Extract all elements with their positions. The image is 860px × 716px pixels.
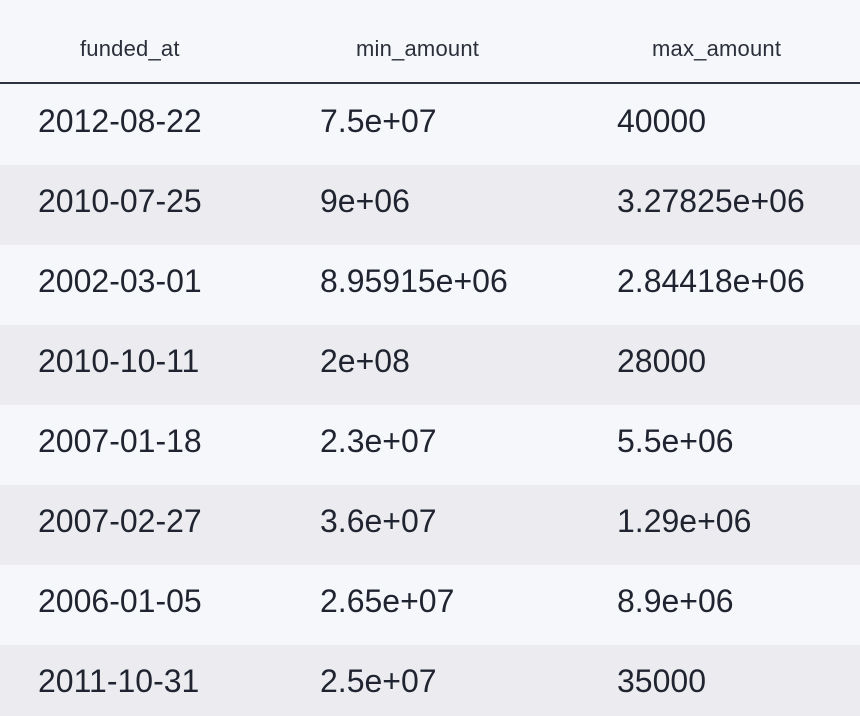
cell-max-amount: 3.27825e+06 (617, 183, 805, 219)
column-header-funded-at[interactable]: funded_at (80, 36, 180, 61)
cell-max-amount: 8.9e+06 (617, 583, 734, 619)
cell-funded-at: 2006-01-05 (38, 583, 202, 619)
cell-min-amount: 7.5e+07 (320, 103, 437, 139)
cell-funded-at: 2010-10-11 (38, 343, 200, 379)
cell-funded-at: 2010-07-25 (38, 183, 202, 219)
cell-max-amount: 2.84418e+06 (617, 263, 805, 299)
cell-max-amount: 1.29e+06 (617, 503, 752, 539)
cell-max-amount: 28000 (617, 343, 706, 379)
table-row[interactable]: 2010-10-11 2e+08 28000 (0, 325, 860, 405)
cell-min-amount: 2.65e+07 (320, 583, 455, 619)
cell-funded-at: 2002-03-01 (38, 263, 202, 299)
cell-min-amount: 9e+06 (320, 183, 410, 219)
column-header-max-amount[interactable]: max_amount (652, 36, 782, 61)
table-row[interactable]: 2010-07-25 9e+06 3.27825e+06 (0, 165, 860, 245)
table-row[interactable]: 2002-03-01 8.95915e+06 2.84418e+06 (0, 245, 860, 325)
cell-min-amount: 3.6e+07 (320, 503, 437, 539)
cell-min-amount: 8.95915e+06 (320, 263, 508, 299)
cell-min-amount: 2.5e+07 (320, 663, 437, 699)
cell-min-amount: 2e+08 (320, 343, 410, 379)
cell-max-amount: 35000 (617, 663, 706, 699)
table-row[interactable]: 2007-02-27 3.6e+07 1.29e+06 (0, 485, 860, 565)
cell-funded-at: 2012-08-22 (38, 103, 202, 139)
cell-max-amount: 40000 (617, 103, 706, 139)
table-row[interactable]: 2006-01-05 2.65e+07 8.9e+06 (0, 565, 860, 645)
table-row[interactable]: 2012-08-22 7.5e+07 40000 (0, 85, 860, 165)
table-header: funded_at min_amount max_amount (0, 0, 860, 84)
cell-funded-at: 2007-02-27 (38, 503, 202, 539)
table-row[interactable]: 2011-10-31 2.5e+07 35000 (0, 645, 860, 716)
column-header-min-amount[interactable]: min_amount (356, 36, 480, 61)
cell-funded-at: 2007-01-18 (38, 423, 202, 459)
table-body: 2012-08-22 7.5e+07 40000 2010-07-25 9e+0… (0, 85, 860, 716)
cell-funded-at: 2011-10-31 (38, 663, 200, 699)
table-row[interactable]: 2007-01-18 2.3e+07 5.5e+06 (0, 405, 860, 485)
cell-max-amount: 5.5e+06 (617, 423, 734, 459)
cell-min-amount: 2.3e+07 (320, 423, 437, 459)
